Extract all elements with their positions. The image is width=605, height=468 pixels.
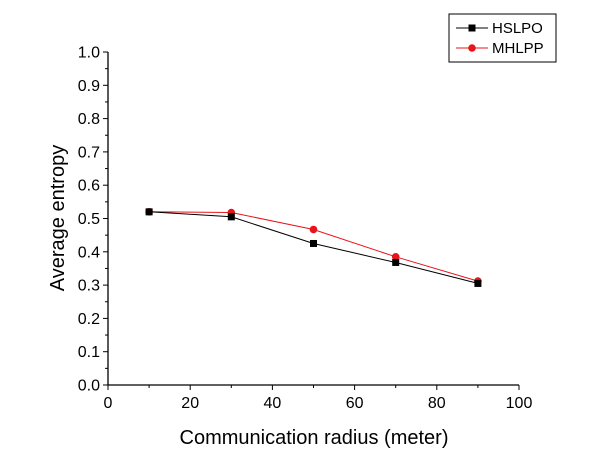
series: [145, 208, 482, 287]
legend-label-mhlpp: MHLPP: [492, 40, 544, 57]
x-tick-label: 80: [428, 395, 446, 412]
y-tick-label: 1.0: [78, 45, 100, 62]
y-tick-label: 0.0: [78, 378, 100, 395]
legend-label-hslpo: HSLPO: [492, 20, 543, 37]
data-point-hslpo: [227, 213, 235, 221]
x-tick-label: 20: [181, 395, 199, 412]
y-axis-title: Average entropy: [47, 145, 69, 291]
x-tick-label: 60: [346, 395, 364, 412]
y-tick-label: 0.1: [78, 344, 100, 361]
data-point-hslpo: [145, 208, 153, 216]
y-tick-label: 0.6: [78, 178, 100, 195]
legend-box: [448, 13, 557, 63]
y-tick-label: 0.7: [78, 144, 100, 161]
x-tick-label: 0: [104, 395, 113, 412]
x-tick-label: 100: [506, 395, 533, 412]
data-point-mhlpp: [391, 252, 400, 261]
data-point-hslpo: [474, 279, 482, 287]
y-tick-label: 0.2: [78, 311, 100, 328]
legend-marker-mhlpp: [468, 44, 476, 52]
axes: [107, 52, 519, 386]
y-tick-label: 0.8: [78, 111, 100, 128]
ticks: 0 20 40 60 80 100 0.0 0.1 0.2 0.3 0.4 0.5 0.6 0.7 0.8 0…: [78, 45, 533, 413]
data-point-mhlpp: [309, 225, 318, 234]
y-tick-label: 0.9: [78, 78, 100, 95]
legend: HSLPO MHLPP: [448, 13, 557, 63]
series-line-hslpo: [149, 211, 479, 284]
x-tick-label: 40: [264, 395, 282, 412]
data-point-hslpo: [310, 239, 317, 247]
legend-marker-hslpo: [468, 24, 476, 32]
y-tick-label: 0.4: [78, 244, 100, 261]
y-tick-label: 0.3: [78, 278, 100, 295]
x-axis-title: Communication radius (meter): [180, 427, 449, 449]
y-tick-label: 0.5: [78, 211, 100, 228]
data-point-hslpo: [392, 258, 400, 266]
